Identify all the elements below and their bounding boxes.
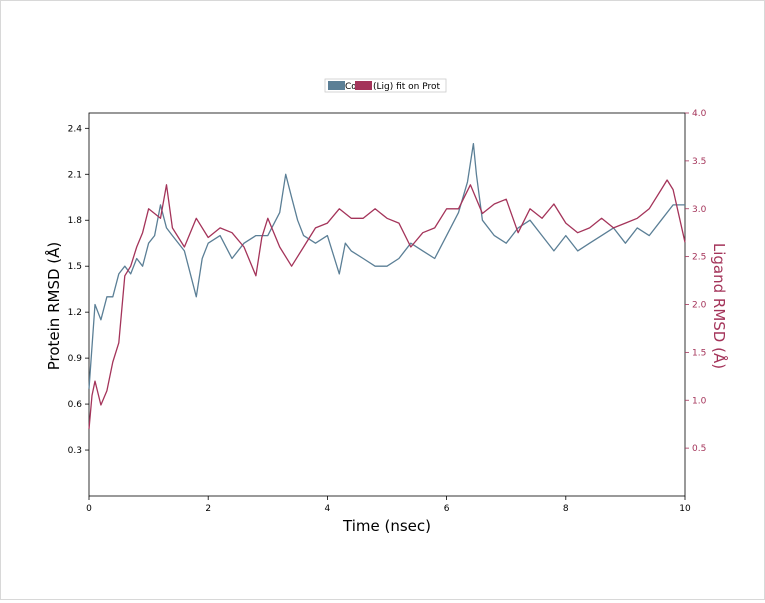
y2-tick-label: 4.0	[692, 109, 707, 119]
y-tick-label: 0.9	[68, 354, 83, 364]
y2-tick-label: 1.5	[692, 348, 706, 358]
legend-label-protein: Cα	[345, 82, 357, 92]
y-axis-label: Protein RMSD (Å)	[44, 242, 63, 371]
legend-label-ligand: (Lig) fit on Prot	[373, 82, 441, 92]
legend-swatch-protein	[328, 81, 345, 90]
y2-tick-label: 3.0	[692, 205, 707, 215]
y-tick-label: 0.3	[68, 446, 82, 456]
series-line-ligand	[88, 179, 686, 430]
y-axis-ticks: 0.3 0.6 0.9 1.2 1.5 1.8 2.1 2.4	[68, 124, 89, 456]
y-tick-label: 1.5	[68, 262, 82, 272]
y-tick-label: 1.2	[68, 308, 82, 318]
y2-tick-label: 1.0	[692, 396, 707, 406]
x-tick-label: 6	[444, 504, 450, 514]
y2-tick-label: 2.0	[692, 301, 707, 311]
x-tick-label: 10	[679, 504, 691, 514]
y-tick-label: 2.4	[68, 124, 83, 134]
y2-tick-label: 0.5	[692, 444, 706, 454]
y-tick-label: 2.1	[68, 170, 82, 180]
y2-tick-label: 3.5	[692, 157, 706, 167]
series-line-protein	[88, 142, 685, 389]
y2-axis-label: Ligand RMSD (Å)	[710, 243, 729, 369]
x-tick-label: 2	[205, 504, 211, 514]
x-axis-label: Time (nsec)	[342, 517, 431, 535]
y-tick-label: 0.6	[68, 400, 83, 410]
y2-axis-ticks: 0.5 1.0 1.5 2.0 2.5 3.0 3.5 4.0	[685, 109, 707, 454]
legend-swatch-ligand	[355, 81, 372, 90]
plot-area	[88, 112, 686, 497]
x-tick-label: 8	[563, 504, 569, 514]
y-tick-label: 1.8	[68, 216, 83, 226]
x-tick-label: 4	[325, 504, 331, 514]
x-axis-ticks: 0 2 4 6 8 10	[86, 496, 691, 514]
x-tick-label: 0	[86, 504, 92, 514]
legend: Cα (Lig) fit on Prot	[324, 78, 447, 93]
y2-tick-label: 2.5	[692, 253, 706, 263]
